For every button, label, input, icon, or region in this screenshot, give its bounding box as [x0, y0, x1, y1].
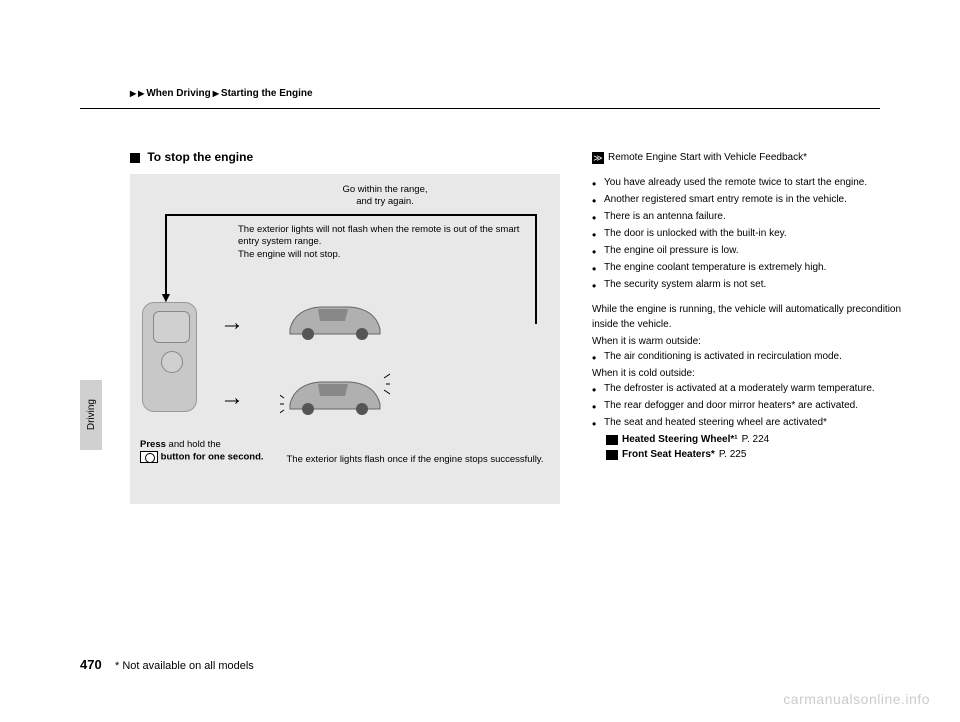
triangle-icon: ▶: [213, 89, 219, 98]
footnote: * Not available on all models: [115, 660, 254, 672]
list-item: Another registered smart entry remote is…: [592, 192, 912, 207]
reference-link: Front Seat Heaters* P. 225: [592, 447, 912, 462]
triangle-icon: ▶: [138, 89, 144, 98]
ref1-label: Heated Steering Wheel*¹: [622, 432, 738, 447]
reference-link: Heated Steering Wheel*¹ P. 224: [592, 432, 912, 447]
reference-icon: [606, 435, 618, 445]
ref2-label: Front Seat Heaters*: [622, 447, 715, 462]
list-item: You have already used the remote twice t…: [592, 175, 912, 190]
list-item: The defroster is activated at a moderate…: [592, 381, 912, 396]
list-item: There is an antenna failure.: [592, 209, 912, 224]
list-item: The seat and heated steering wheel are a…: [592, 415, 912, 430]
flow-line: [165, 214, 535, 216]
press-bold2: button for one second.: [161, 452, 264, 463]
list-item: The engine oil pressure is low.: [592, 243, 912, 258]
right-column: ≫ Remote Engine Start with Vehicle Feedb…: [592, 150, 912, 462]
ref2-page: P. 225: [719, 447, 747, 462]
list-item: The door is unlocked with the built-in k…: [592, 226, 912, 241]
engine-button-icon: [140, 451, 158, 463]
diagram-text-mid: The exterior lights will not flash when …: [238, 224, 528, 261]
bullet-list-conditions: You have already used the remote twice t…: [592, 175, 912, 292]
bullet-list-warm: The air conditioning is activated in rec…: [592, 349, 912, 364]
page-number: 470: [80, 657, 102, 672]
car-icon: [280, 289, 390, 344]
right-title-text: Remote Engine Start with Vehicle Feedbac…: [608, 150, 807, 165]
square-bullet-icon: [130, 153, 140, 163]
diagram-text-retry: Go within the range,and try again.: [310, 184, 460, 209]
section-title-text: To stop the engine: [147, 150, 253, 164]
para-precondition: While the engine is running, the vehicle…: [592, 302, 912, 332]
car-flash-icon: [280, 364, 390, 419]
breadcrumb-level2: Starting the Engine: [221, 88, 313, 99]
arrow-right-icon: →: [220, 384, 244, 412]
list-item: The engine coolant temperature is extrem…: [592, 260, 912, 275]
diagram-bottom-caption: The exterior lights flash once if the en…: [270, 454, 560, 466]
diagram-press-label: Press and hold the button for one second…: [140, 439, 280, 464]
remote-fob-icon: [142, 302, 197, 412]
reference-icon: [606, 450, 618, 460]
info-icon: ≫: [592, 152, 604, 164]
side-tab: Driving: [80, 380, 102, 450]
flow-line: [165, 214, 167, 294]
bullet-list-cold: The defroster is activated at a moderate…: [592, 381, 912, 430]
left-column: To stop the engine Go within the range,a…: [130, 150, 560, 504]
ref1-page: P. 224: [742, 432, 770, 447]
warm-label: When it is warm outside:: [592, 334, 912, 349]
list-item: The air conditioning is activated in rec…: [592, 349, 912, 364]
divider: [80, 108, 880, 109]
watermark: carmanualsonline.info: [783, 691, 930, 707]
triangle-icon: ▶: [130, 89, 136, 98]
right-title: ≫ Remote Engine Start with Vehicle Feedb…: [592, 150, 912, 165]
diagram-mid2: The engine will not stop.: [238, 249, 340, 260]
press-text: and hold the: [166, 439, 221, 450]
breadcrumb-level1: When Driving: [146, 88, 210, 99]
breadcrumb: ▶ ▶ When Driving ▶ Starting the Engine: [130, 88, 313, 99]
list-item: The rear defogger and door mirror heater…: [592, 398, 912, 413]
list-item: The security system alarm is not set.: [592, 277, 912, 292]
arrow-right-icon: →: [220, 309, 244, 337]
cold-label: When it is cold outside:: [592, 366, 912, 381]
side-tab-label: Driving: [86, 399, 97, 430]
flow-line: [535, 214, 537, 324]
diagram-mid1: The exterior lights will not flash when …: [238, 224, 519, 247]
stop-engine-diagram: Go within the range,and try again. ▼ The…: [130, 174, 560, 504]
section-title: To stop the engine: [130, 150, 560, 164]
press-bold: Press: [140, 439, 166, 450]
